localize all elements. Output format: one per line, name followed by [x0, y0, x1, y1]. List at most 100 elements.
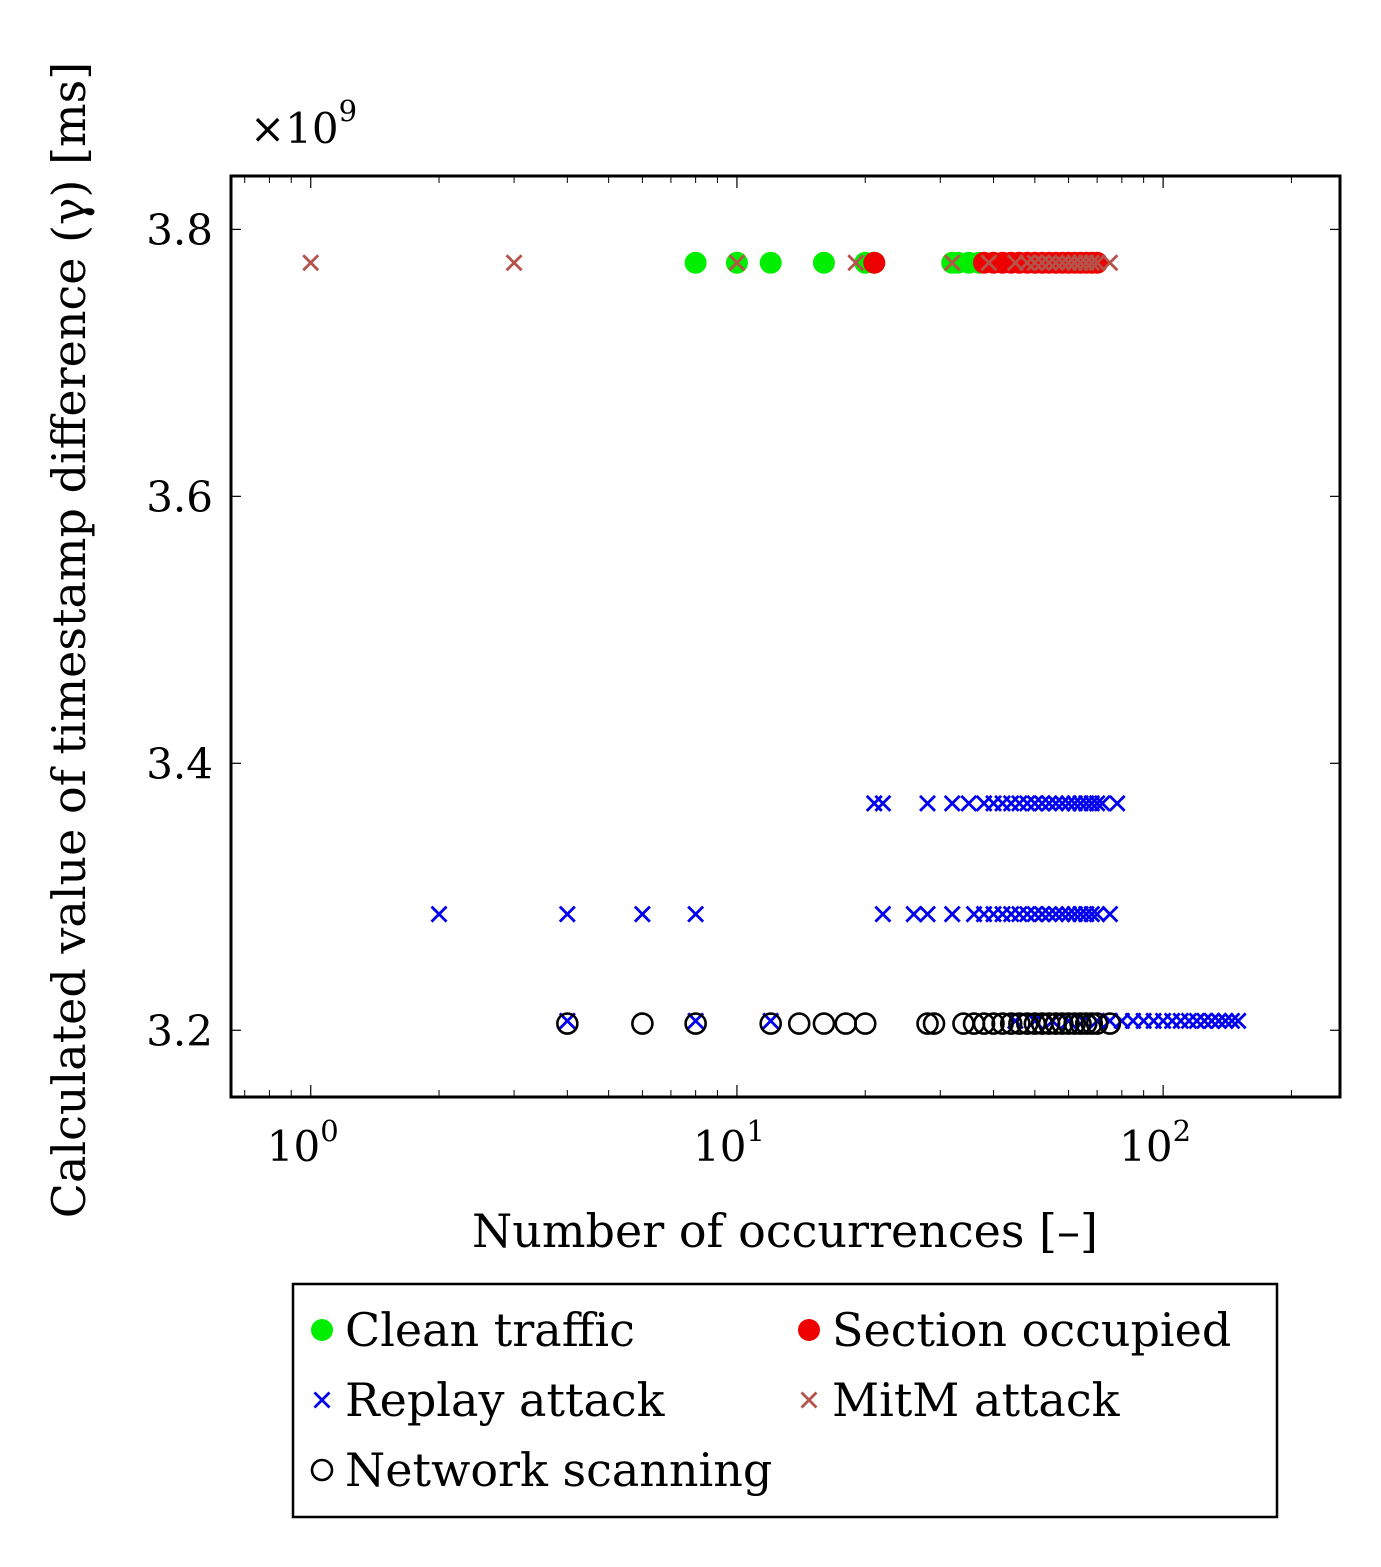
data-point: [960, 794, 978, 812]
data-point: [1080, 1012, 1104, 1035]
data-point: [633, 905, 651, 923]
data-point: [1085, 1012, 1109, 1035]
data-point: [982, 1012, 1005, 1035]
data-point: [919, 905, 937, 923]
x-tick-label: 102: [1119, 1114, 1191, 1171]
data-point: [1018, 794, 1036, 812]
data-point: [1093, 794, 1111, 812]
data-point: [1002, 905, 1020, 923]
y-tick-label: 3.8: [146, 205, 213, 254]
y-multiplier-exponent: 9: [339, 94, 357, 128]
legend-entry: Section occupied: [798, 1303, 1231, 1357]
data-point: [1053, 794, 1071, 812]
y-axis-label-group: Calculated value of timestamp difference…: [42, 62, 96, 1218]
y-multiplier: ×109: [250, 94, 357, 153]
data-point: [972, 1012, 996, 1035]
legend-marker: [310, 1458, 334, 1482]
data-point: [1010, 794, 1028, 812]
data-point: [980, 254, 998, 272]
x-tick-label: 101: [693, 1114, 765, 1171]
legend-box: [291, 1282, 1279, 1519]
legend-label: Network scanning: [345, 1443, 772, 1497]
data-point: [1108, 794, 1126, 812]
legend-label: Clean traffic: [345, 1303, 635, 1357]
data-point: [1101, 254, 1119, 272]
data-point: [1018, 254, 1036, 272]
data-point: [812, 1012, 836, 1035]
data-point: [430, 905, 448, 923]
data-point: [1188, 1012, 1206, 1030]
legend-marker: [800, 1391, 818, 1409]
data-point: [905, 905, 923, 923]
data-point: [1047, 794, 1065, 812]
data-point: [1098, 1012, 1122, 1035]
data-point: [1069, 1012, 1092, 1035]
data-point: [1026, 254, 1044, 272]
data-point: [556, 1012, 579, 1035]
y-tick-label: 3.2: [146, 1006, 213, 1055]
data-point: [1088, 905, 1106, 923]
data-point: [1033, 905, 1051, 923]
x-tick-label: 100: [267, 1114, 339, 1171]
y-axis-label: Calculated value of timestamp difference…: [42, 62, 96, 1218]
data-point: [1033, 794, 1051, 812]
data-point: [787, 1012, 811, 1035]
y-tick-label: 3.4: [146, 739, 213, 788]
data-point: [1180, 1012, 1198, 1030]
data-point: [1074, 1012, 1098, 1035]
data-point: [1172, 1012, 1190, 1030]
data-point: [1083, 254, 1101, 272]
data-point: [1015, 1012, 1039, 1035]
data-point: [991, 1012, 1014, 1035]
y-multiplier-base: ×109: [250, 94, 357, 153]
data-point: [1216, 1012, 1234, 1030]
data-point: [847, 254, 865, 272]
y-tick-label: 3.6: [146, 472, 213, 521]
data-point: [1026, 794, 1044, 812]
plot-frame: [229, 174, 1342, 1099]
data-point: [1101, 905, 1119, 923]
data-point: [919, 794, 937, 812]
data-point: [1040, 254, 1058, 272]
data-point: [302, 254, 320, 272]
series-section-occupied: [863, 251, 1109, 274]
data-point: [874, 794, 892, 812]
data-point: [943, 794, 961, 812]
data-point: [1229, 1012, 1247, 1030]
legend-marker: [313, 1391, 331, 1409]
x-axis-label: Number of occurrences [–]: [472, 1204, 1098, 1258]
y-multiplier-text: ×10: [250, 104, 339, 153]
data-point: [1083, 905, 1101, 923]
data-point: [1063, 1012, 1086, 1035]
data-point: [505, 254, 523, 272]
data-point: [1040, 794, 1058, 812]
data-point: [759, 1012, 782, 1035]
data-point: [1053, 905, 1071, 923]
legend-entry: Network scanning: [310, 1443, 772, 1497]
data-point: [1203, 1012, 1221, 1030]
data-point: [834, 1012, 858, 1035]
data-point: [1210, 1012, 1228, 1030]
data-point: [999, 1012, 1023, 1035]
data-point: [922, 1012, 946, 1035]
legend-entry: MitM attack: [800, 1373, 1121, 1427]
data-point: [1026, 905, 1044, 923]
data-point: [874, 905, 892, 923]
series-network-scanning: [556, 1012, 1122, 1035]
data-point: [1057, 1012, 1080, 1035]
data-point: [631, 1012, 654, 1035]
data-point: [916, 1012, 939, 1035]
legend-marker: [311, 1319, 333, 1341]
legend-entry: Clean traffic: [311, 1303, 635, 1357]
data-point: [1002, 794, 1020, 812]
legend-label: MitM attack: [832, 1373, 1121, 1427]
data-point: [812, 251, 835, 274]
data-point: [853, 1012, 877, 1035]
legend-marker: [798, 1319, 820, 1341]
data-point: [943, 254, 961, 272]
data-point: [1088, 794, 1106, 812]
data-point: [1008, 1012, 1031, 1035]
data-point: [1053, 254, 1071, 272]
data-point: [1010, 905, 1028, 923]
